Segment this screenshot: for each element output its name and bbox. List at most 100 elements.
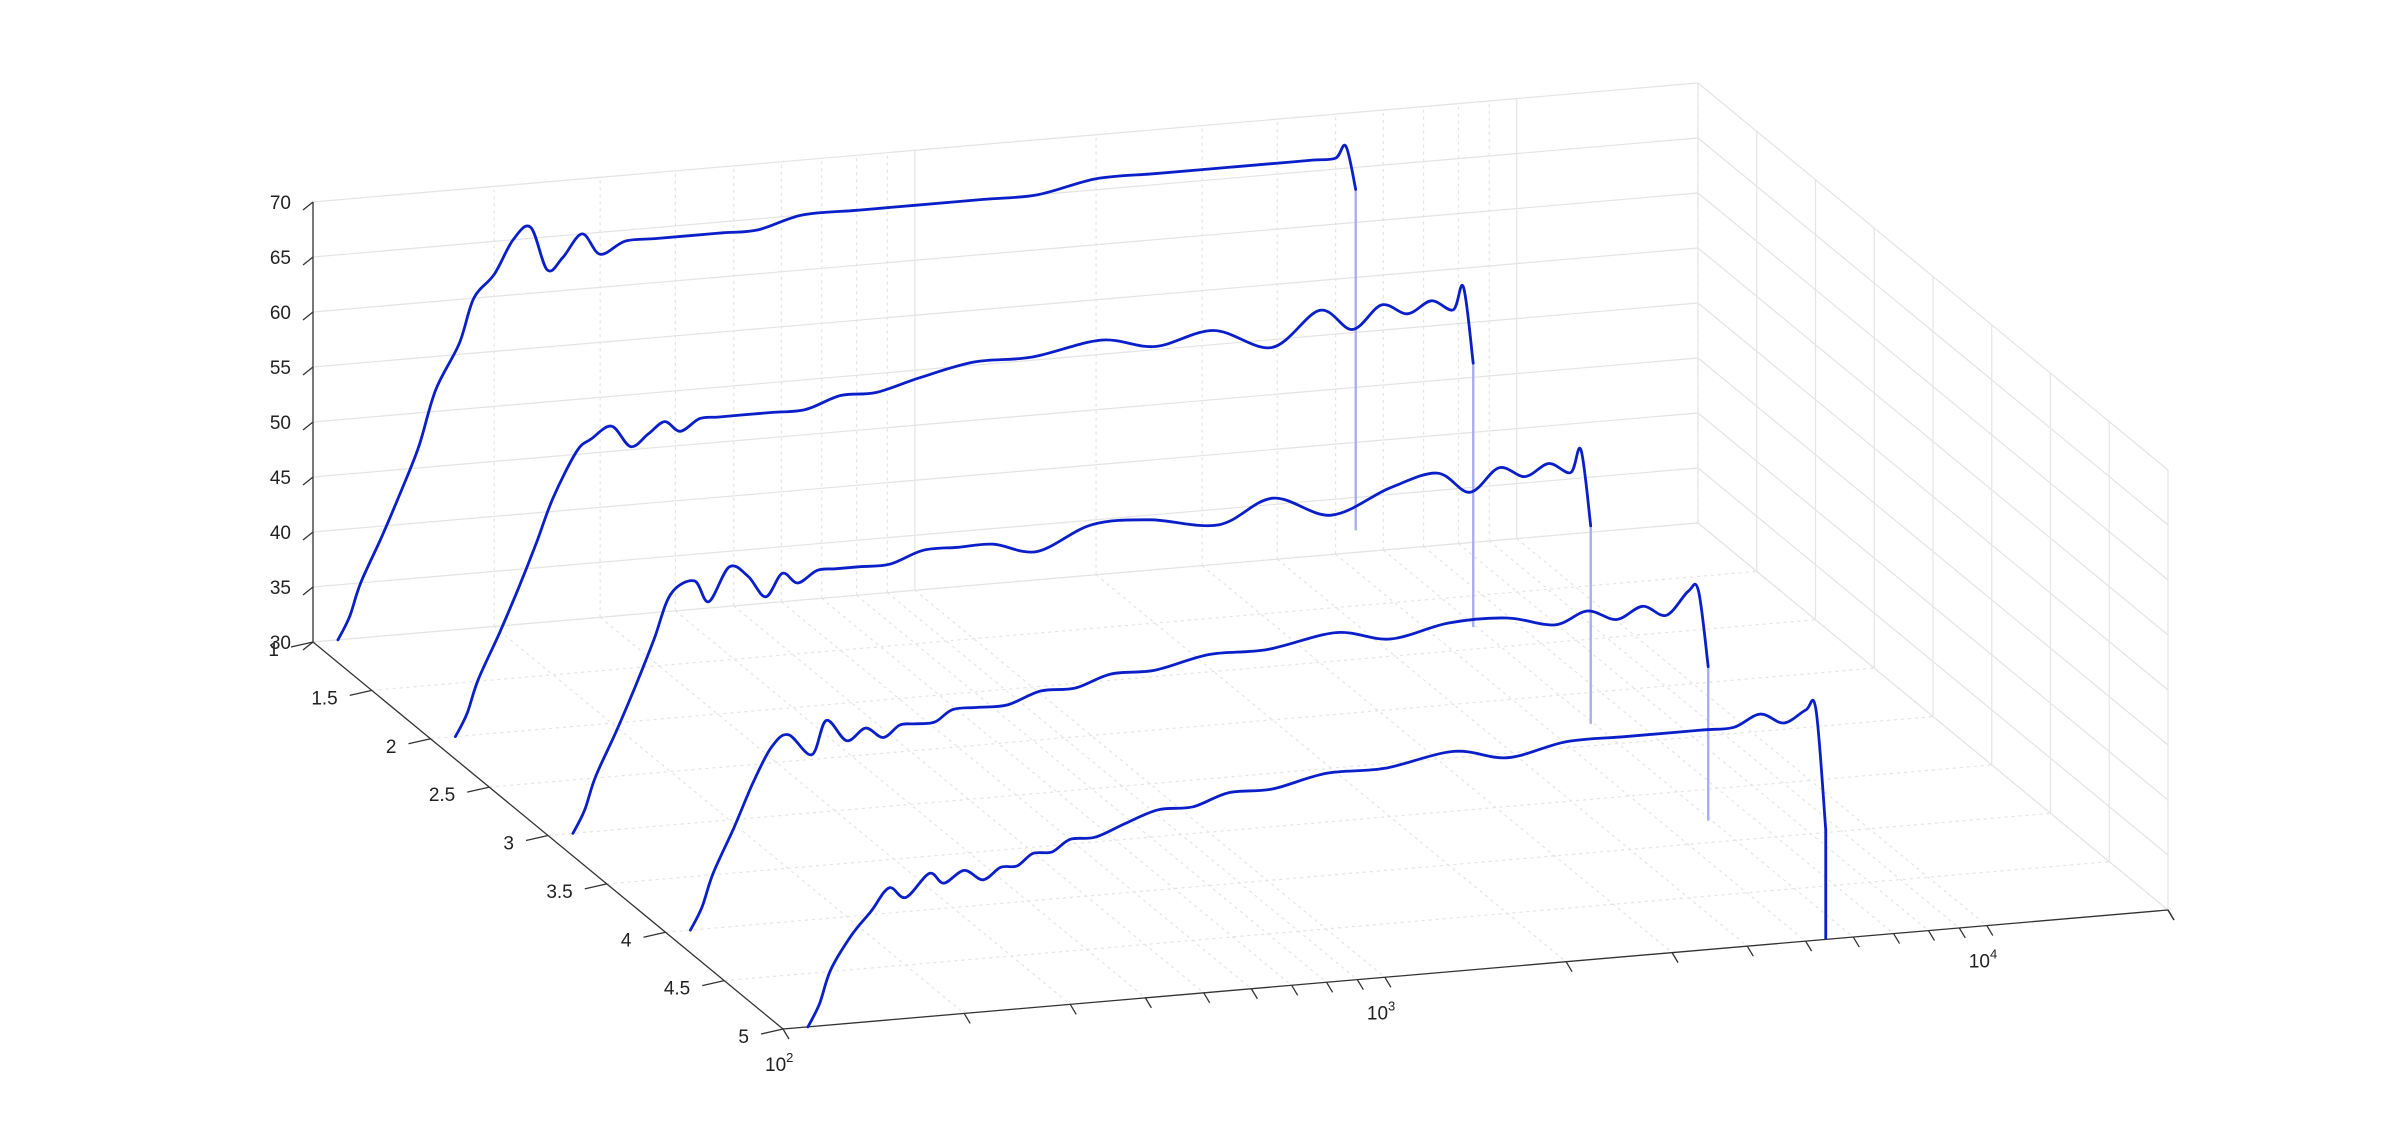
x-tick-mark: [2167, 909, 2175, 921]
y-tick-mark: [525, 834, 549, 842]
x-tick-mark: [1326, 981, 1334, 993]
x-tick-mark: [1986, 925, 1994, 936]
y-tick-mark: [760, 1028, 784, 1035]
side-wall-z-gridline: [1697, 192, 2169, 581]
z-tick-mark: [302, 421, 314, 431]
x-tick-mark: [1250, 988, 1258, 1000]
back-wall-z-gridline: [312, 467, 1699, 588]
z-tick-mark: [302, 311, 314, 321]
floor-x-gridline: [1488, 540, 1960, 929]
series-line-y4: [689, 582, 1710, 932]
z-tick-mark: [302, 366, 314, 376]
x-tick-mark: [1746, 945, 1754, 957]
z-tick-label: 70: [270, 193, 291, 214]
x-tick-mark: [1671, 952, 1679, 963]
floor-x-gridline: [856, 594, 1327, 983]
side-wall-z-gridline: [1697, 412, 2169, 801]
z-tick-mark: [302, 641, 314, 651]
x-tick-mark: [1852, 936, 1860, 948]
back-wall-z-gridline: [312, 357, 1699, 478]
floor-x-gridline: [1516, 538, 1988, 927]
series-line-y3: [571, 446, 1593, 835]
side-wall-z-gridline: [1697, 467, 2169, 856]
floor-y-gridline: [430, 619, 1816, 740]
z-tick-label: 65: [270, 248, 291, 269]
y-tick-label: 1: [268, 640, 279, 661]
y-tick-mark: [290, 641, 314, 648]
x-tick-mark: [1893, 933, 1901, 944]
z-tick-label: 55: [270, 358, 291, 379]
x-tick-label: 102: [765, 1050, 793, 1076]
z-tick-label: 60: [270, 303, 291, 324]
side-wall-z-gridline: [1697, 247, 2169, 636]
floor-y-gridline: [606, 764, 1992, 885]
side-wall-z-gridline: [1697, 82, 2169, 471]
y-tick-mark: [643, 931, 666, 938]
floor-x-gridline: [1201, 565, 1673, 954]
z-tick-mark: [302, 531, 314, 541]
x-tick-mark: [1203, 992, 1211, 1004]
z-tick-label: 35: [270, 578, 291, 599]
series: [336, 143, 1828, 1029]
z-tick-mark: [302, 586, 314, 596]
x-tick-label: 104: [1969, 947, 1997, 973]
floor-y-gridline: [724, 861, 2110, 982]
floor-y-gridline: [489, 667, 1875, 788]
floor-x-gridline: [821, 597, 1293, 986]
x-tick-exponent: 4: [1990, 947, 1997, 962]
x-tick-mark: [1805, 940, 1813, 952]
z-tick-mark: [302, 476, 314, 486]
side-wall-z-gridline: [1697, 522, 2169, 911]
y-tick-mark: [702, 979, 725, 987]
side-wall-z-gridline: [1697, 302, 2169, 691]
grid: [312, 82, 2169, 1030]
y-tick-mark: [349, 689, 372, 697]
z-tick-label: 40: [270, 523, 291, 544]
floor-y-gridline: [547, 715, 1934, 837]
tick-labels: 102 103 104 1 1.5 2 2.5 3 3.5 4 4.5 5 30 35 40 45 50 55 60…: [268, 193, 1997, 1076]
z-tick-mark: [302, 256, 314, 266]
y-tick-label: 2: [386, 737, 397, 758]
x-tick-mark: [1958, 927, 1966, 939]
y-tick-mark: [408, 738, 431, 745]
x-tick-mark: [782, 1028, 790, 1040]
x-tick-exponent: 2: [786, 1050, 793, 1065]
x-tick-mark: [1144, 997, 1152, 1009]
y-tick-label: 5: [738, 1027, 749, 1048]
y-tick-label: 1.5: [311, 688, 337, 709]
floor-y-gridline: [312, 522, 1699, 643]
axes: [290, 201, 2175, 1040]
x-tick-label: 103: [1367, 998, 1395, 1024]
back-wall-z-gridline: [312, 192, 1699, 313]
side-wall-z-gridline: [1697, 137, 2169, 526]
back-wall-z-gridline: [312, 247, 1699, 368]
y-tick-label: 4.5: [664, 979, 690, 1000]
floor-x-gridline: [493, 625, 965, 1014]
x-tick-mark: [1565, 961, 1573, 973]
side-wall-z-gridline: [1697, 357, 2169, 746]
back-wall-z-gridline: [312, 412, 1699, 533]
x-tick-mark: [1384, 976, 1392, 988]
back-wall-z-gridline: [312, 302, 1699, 423]
x-tick-mark: [1927, 930, 1936, 941]
z-tick-label: 50: [270, 413, 291, 434]
series-line-y1: [336, 143, 1358, 642]
x-tick-mark: [1356, 979, 1364, 990]
floor-y-gridline: [665, 812, 2051, 933]
z-tick-mark: [302, 201, 314, 211]
series-line-y5: [806, 698, 1828, 1029]
z-tick-label: 45: [270, 468, 291, 489]
floor-x-gridline: [1382, 549, 1854, 938]
y-tick-label: 3.5: [546, 882, 572, 903]
series-line-y2: [454, 283, 1475, 738]
y-tick-label: 2.5: [429, 785, 455, 806]
x-axis-line: [782, 909, 2169, 1030]
y-tick-label: 4: [621, 930, 632, 951]
x-tick-mark: [1291, 984, 1299, 996]
x-tick-exponent: 3: [1388, 998, 1395, 1013]
x-tick-mark: [1069, 1003, 1077, 1015]
x-tick-mark: [963, 1013, 971, 1024]
y-tick-mark: [584, 883, 607, 890]
floor-x-gridline: [675, 610, 1146, 999]
